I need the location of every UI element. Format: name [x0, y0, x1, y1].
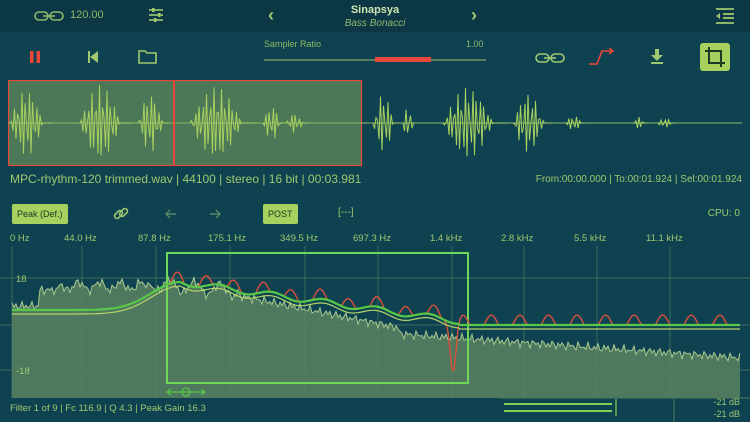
spectrum-peak-line — [11, 275, 741, 363]
bpm-value[interactable]: 120.00 — [70, 9, 104, 21]
prev-song-button[interactable]: ‹ — [268, 5, 274, 25]
pause-icon[interactable] — [28, 50, 42, 64]
next-song-button[interactable]: › — [471, 5, 477, 25]
y-axis-top-label: 18 — [16, 274, 27, 285]
freq-label: 175.1 Hz — [208, 233, 247, 244]
freq-label: 0 Hz — [10, 233, 30, 244]
folder-icon[interactable] — [138, 49, 157, 64]
collapse-menu-icon[interactable] — [715, 7, 735, 25]
crop-button[interactable] — [700, 43, 730, 71]
waveform-burst — [657, 117, 676, 128]
eq-band-curve — [12, 280, 740, 327]
song-title: Sinapsya — [350, 4, 400, 16]
arrow-right-icon[interactable] — [209, 209, 221, 219]
post-button[interactable]: POST — [263, 204, 298, 224]
waveform-burst — [285, 114, 307, 133]
waveform-burst — [512, 94, 552, 152]
spectrum-fill — [12, 276, 740, 398]
sampler-ratio-value: 1.00 — [466, 39, 484, 49]
meter-left-db: -21 dB — [713, 397, 740, 407]
link-chain-icon[interactable] — [34, 9, 64, 23]
waveform-burst — [262, 108, 286, 139]
cpu-usage: CPU: 0 — [707, 208, 740, 219]
status-dashes: [---] — [338, 207, 354, 218]
sampler-ratio-label: Sampler Ratio — [264, 39, 322, 49]
waveform-display[interactable] — [8, 80, 742, 166]
link-chain-icon[interactable] — [535, 51, 565, 65]
waveform-burst — [402, 109, 415, 133]
skip-back-icon[interactable] — [86, 50, 100, 64]
waveform-burst — [189, 87, 258, 154]
freq-label: 87.8 Hz — [138, 233, 171, 244]
waveform-burst — [372, 96, 400, 151]
waveform-bursts — [9, 85, 676, 157]
waveform-burst — [632, 117, 648, 129]
trigger-arrow-icon[interactable] — [588, 48, 616, 66]
freq-label: 349.5 Hz — [280, 233, 319, 244]
mixer-sliders-icon[interactable] — [148, 7, 164, 23]
top-bar — [0, 0, 750, 32]
waveform-burst — [137, 96, 170, 152]
crop-icon — [705, 47, 725, 67]
eq-filter-curve — [12, 285, 740, 330]
filter-band-box — [166, 252, 469, 384]
waveform-burst — [9, 92, 52, 154]
waveform-burst — [442, 88, 508, 157]
y-axis-bottom-label: -18 — [16, 366, 30, 377]
link-icon[interactable] — [113, 206, 129, 222]
waveform-burst — [79, 85, 133, 156]
arrow-left-icon[interactable] — [165, 209, 177, 219]
file-info: MPC-rhythm-120 trimmed.wav | 44100 | ste… — [10, 172, 362, 186]
freq-label: 2.8 kHz — [501, 233, 534, 244]
song-artist: Bass Bonacci — [344, 18, 406, 29]
freq-label: 11.1 kHz — [646, 233, 683, 244]
freq-label: 44.0 Hz — [64, 233, 97, 244]
sampler-ratio-handle[interactable] — [375, 57, 431, 62]
freq-label: 1.4 kHz — [430, 233, 463, 244]
filter-info: Filter 1 of 9 | Fc 116.9 | Q 4.3 | Peak … — [10, 403, 206, 414]
download-icon[interactable] — [650, 48, 664, 64]
meter-right-db: -21 dB — [713, 409, 740, 419]
selection-range-info: From:00:00.000 | To:00:01.924 | Sel:00:0… — [535, 174, 742, 185]
freq-label: 5.5 kHz — [574, 233, 607, 244]
output-level-meter — [500, 397, 750, 422]
freq-label: 697.3 Hz — [353, 233, 392, 244]
waveform-burst — [565, 116, 586, 129]
spectrum-analyzer[interactable] — [0, 246, 750, 398]
peak-mode-button[interactable]: Peak (Def.) — [12, 204, 68, 224]
filter-handle — [166, 387, 206, 397]
